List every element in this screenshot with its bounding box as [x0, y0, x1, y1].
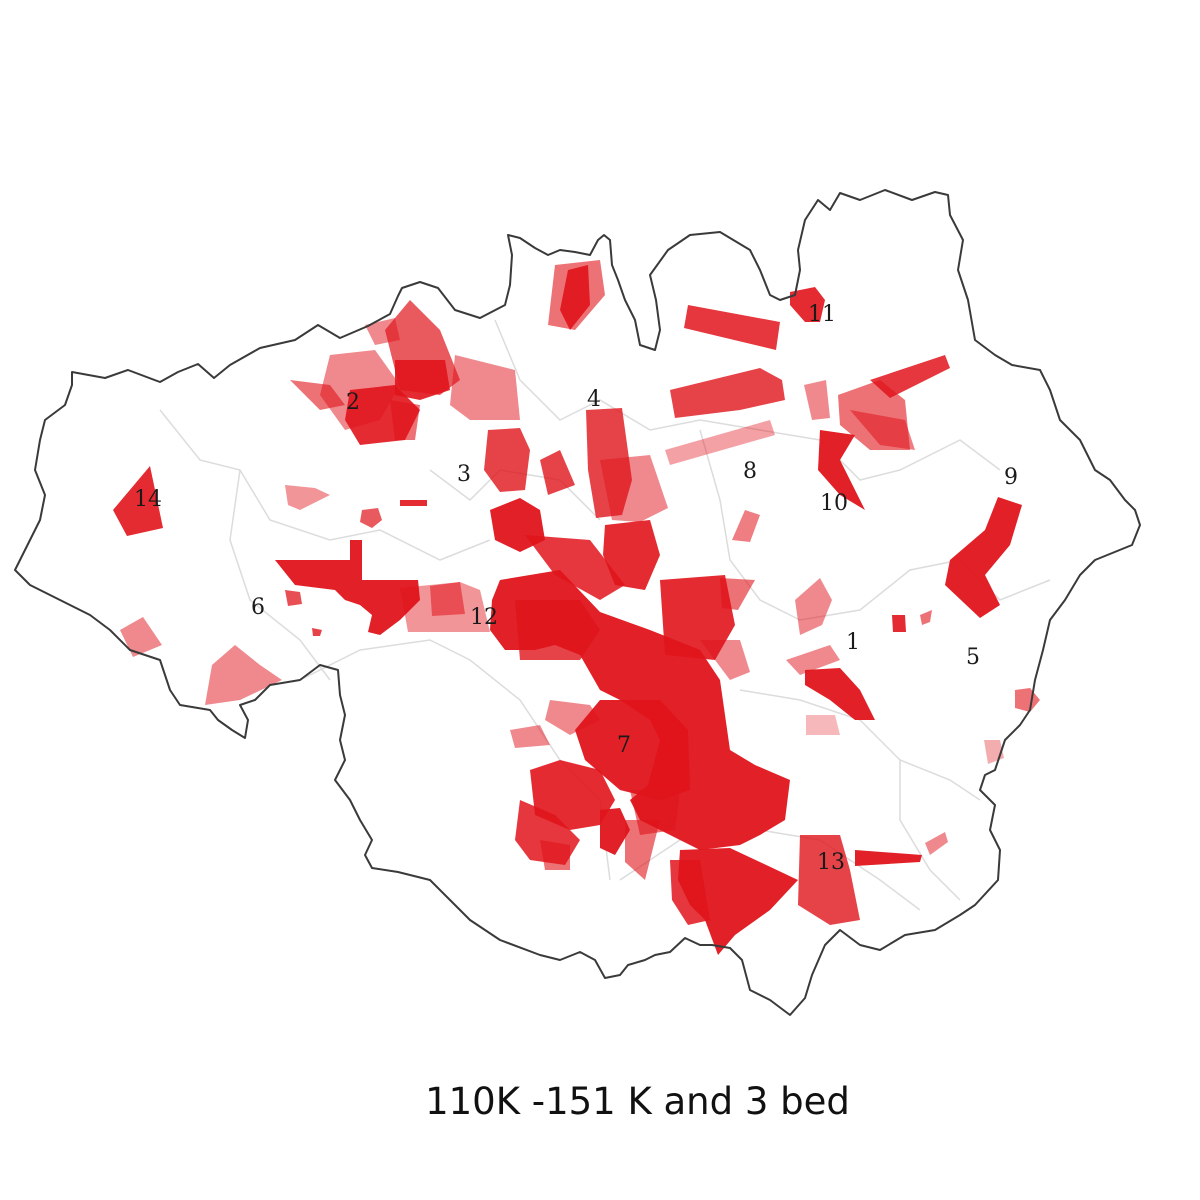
- district-label-7: 7: [617, 733, 631, 758]
- district-label-1: 1: [846, 630, 860, 655]
- district-label-12: 12: [470, 605, 498, 630]
- district-label-14: 14: [134, 487, 162, 512]
- district-label-5: 5: [966, 645, 980, 670]
- inner-boundaries: [159, 319, 1051, 911]
- district-label-11: 11: [808, 302, 836, 327]
- district-label-8: 8: [743, 459, 757, 484]
- district-label-6: 6: [251, 595, 265, 620]
- district-label-3: 3: [457, 462, 471, 487]
- map-caption: 110K -151 K and 3 bed: [425, 1080, 850, 1123]
- district-label-4: 4: [587, 387, 601, 412]
- district-label-9: 9: [1004, 465, 1018, 490]
- district-labels: 1 2 3 4 5 6 7 8 9 10 11 12 13 14: [134, 302, 1018, 875]
- district-label-2: 2: [346, 390, 360, 415]
- highlighted-areas: [113, 260, 1040, 955]
- district-label-10: 10: [820, 491, 848, 516]
- outer-boundary: [14, 189, 1141, 1016]
- district-label-13: 13: [817, 850, 845, 875]
